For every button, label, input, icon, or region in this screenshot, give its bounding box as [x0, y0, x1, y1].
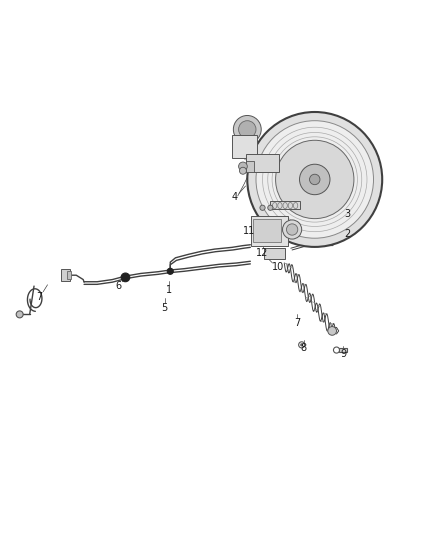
Circle shape — [260, 205, 265, 211]
Circle shape — [167, 268, 173, 274]
Bar — [246, 154, 279, 172]
Text: 3: 3 — [344, 209, 350, 219]
Circle shape — [247, 112, 382, 247]
Circle shape — [256, 120, 374, 238]
Text: 11: 11 — [243, 226, 255, 236]
Text: 10: 10 — [272, 262, 284, 271]
Circle shape — [328, 327, 336, 335]
Circle shape — [286, 224, 298, 235]
Text: 2: 2 — [344, 229, 350, 239]
Text: 12: 12 — [256, 247, 268, 257]
Circle shape — [300, 344, 303, 346]
Circle shape — [240, 167, 247, 174]
Circle shape — [300, 164, 330, 195]
Circle shape — [239, 120, 256, 138]
Text: 7: 7 — [294, 318, 300, 328]
Text: 5: 5 — [162, 303, 168, 313]
Circle shape — [276, 140, 354, 219]
Circle shape — [16, 311, 23, 318]
Circle shape — [268, 205, 273, 211]
Bar — [61, 269, 70, 281]
Bar — [251, 216, 288, 246]
Text: 6: 6 — [116, 281, 122, 291]
Text: 4: 4 — [232, 192, 238, 202]
Text: 8: 8 — [301, 343, 307, 353]
Bar — [270, 201, 300, 208]
Bar — [264, 248, 285, 259]
Circle shape — [239, 162, 247, 171]
Circle shape — [233, 116, 261, 143]
Circle shape — [121, 273, 130, 282]
Circle shape — [310, 174, 320, 184]
Bar — [253, 220, 281, 242]
Bar — [247, 161, 254, 172]
Circle shape — [283, 220, 302, 239]
Bar — [232, 135, 257, 158]
Text: 9: 9 — [340, 349, 346, 359]
Bar — [67, 271, 71, 279]
Text: 7: 7 — [36, 292, 43, 302]
Text: 1: 1 — [166, 286, 172, 295]
Bar — [339, 348, 347, 352]
